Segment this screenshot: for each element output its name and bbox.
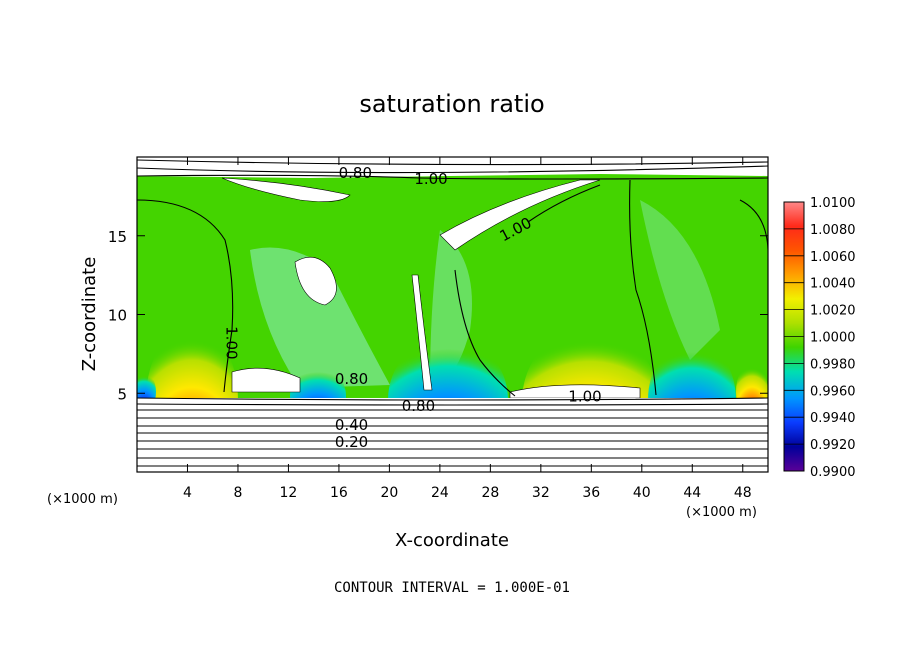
- contour-label: 0.20: [335, 433, 368, 451]
- plot-area: 0.80 1.001.001.000.800.801.000.400.20: [137, 157, 768, 472]
- white-blobs-left: [294, 256, 337, 306]
- contour-label: 0.80: [335, 370, 368, 388]
- colorbar-tick-label: 1.0040: [810, 277, 856, 292]
- x-tick-label: 12: [280, 485, 298, 501]
- x-axis-unit: (×1000 m): [47, 492, 118, 507]
- white-band-diagonal: [439, 179, 601, 251]
- x-tick-label: 24: [431, 485, 449, 501]
- x-tick-label: 32: [532, 485, 550, 501]
- stratified-lower-region: [137, 398, 768, 472]
- y-axis: 5 10 15: [108, 228, 768, 403]
- x-axis-title: X-coordinate: [395, 530, 509, 551]
- contour-label: 1.00: [568, 387, 601, 405]
- white-streak-top: [221, 177, 351, 202]
- contour-interval-note: CONTOUR INTERVAL = 1.000E-01: [334, 580, 570, 596]
- y-tick-label: 15: [108, 228, 127, 246]
- x-tick-label: 28: [481, 485, 499, 501]
- contour-lines: [137, 159, 768, 467]
- colorbar-tick-label: 1.0060: [810, 250, 856, 265]
- x-tick-label: 4: [183, 485, 192, 501]
- x-tick-label: 36: [582, 485, 600, 501]
- colorbar-tick-label: 0.9980: [810, 357, 856, 372]
- white-blob-low-left: [231, 367, 301, 393]
- colorbar-tick-label: 1.0020: [810, 304, 856, 319]
- colorbar-tick-label: 1.0080: [810, 223, 856, 238]
- x-tick-label: 8: [233, 485, 242, 501]
- colorbar-ticks: 1.0100 1.0080 1.0060 1.0040 1.0020 1.0000 0.99…: [784, 196, 856, 480]
- contour-label: 0.80: [402, 397, 435, 415]
- chart-title: saturation ratio: [359, 90, 544, 118]
- x-tick-label: 20: [380, 485, 398, 501]
- cyan-patch-left: [250, 247, 390, 388]
- contour-label: 0.40: [335, 416, 368, 434]
- colorbar: 1.0100 1.0080 1.0060 1.0040 1.0020 1.0000 0.99…: [783, 196, 856, 480]
- y-tick-label: 5: [117, 385, 127, 403]
- x-tick-label: 40: [633, 485, 651, 501]
- white-band-bottom-right: [509, 384, 641, 399]
- x-tick-label: 48: [734, 485, 752, 501]
- colorbar-tick-label: 0.9920: [810, 438, 856, 453]
- y-axis-title: Z-coordinate: [79, 257, 100, 372]
- colorbar-tick-label: 1.0000: [810, 331, 856, 346]
- y-tick-label: 10: [108, 307, 127, 325]
- contour-label: 1.00: [414, 170, 447, 188]
- colorbar-tick-label: 0.9900: [810, 465, 856, 480]
- x-axis-unit-right: (×1000 m): [686, 505, 757, 520]
- contour-label: 1.00: [223, 326, 241, 359]
- colorbar-tick-label: 0.9940: [810, 411, 856, 426]
- cyan-patch-right: [640, 200, 720, 360]
- colorbar-tick-label: 1.0100: [810, 196, 856, 211]
- colorbar-tick-label: 0.9960: [810, 384, 856, 399]
- x-axis: 4 8 12 16 20 24 28 32 36 40 44 48: [183, 157, 752, 501]
- x-tick-label: 16: [330, 485, 348, 501]
- contour-label: 0.80: [339, 164, 372, 182]
- white-column: [411, 274, 433, 391]
- x-tick-label: 44: [683, 485, 701, 501]
